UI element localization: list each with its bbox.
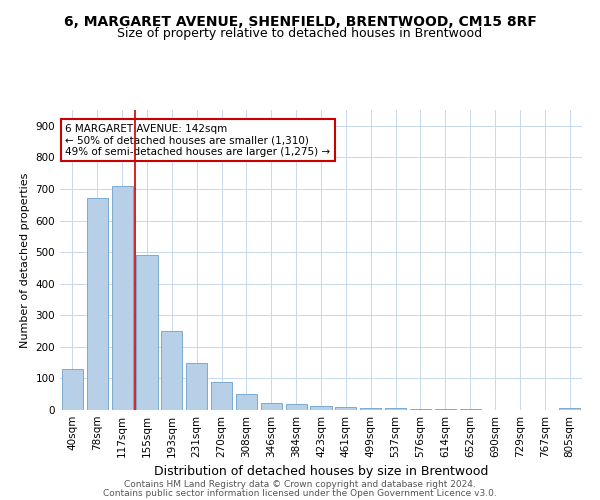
Bar xyxy=(211,382,232,410)
Bar xyxy=(410,408,431,410)
Bar xyxy=(186,364,207,410)
Bar xyxy=(112,186,133,410)
Text: 6, MARGARET AVENUE, SHENFIELD, BRENTWOOD, CM15 8RF: 6, MARGARET AVENUE, SHENFIELD, BRENTWOOD… xyxy=(64,15,536,29)
Bar xyxy=(161,331,182,410)
Bar xyxy=(261,403,282,410)
Y-axis label: Number of detached properties: Number of detached properties xyxy=(20,172,30,348)
Bar xyxy=(335,407,356,410)
Bar xyxy=(360,408,381,410)
Bar xyxy=(385,408,406,410)
Bar xyxy=(236,394,257,410)
Bar xyxy=(136,256,158,410)
Bar xyxy=(87,198,108,410)
Text: Contains HM Land Registry data © Crown copyright and database right 2024.: Contains HM Land Registry data © Crown c… xyxy=(124,480,476,489)
Bar xyxy=(286,404,307,410)
Bar xyxy=(559,408,580,410)
Bar xyxy=(62,369,83,410)
Text: Size of property relative to detached houses in Brentwood: Size of property relative to detached ho… xyxy=(118,28,482,40)
Text: Contains public sector information licensed under the Open Government Licence v3: Contains public sector information licen… xyxy=(103,488,497,498)
Bar xyxy=(435,409,456,410)
Bar xyxy=(310,406,332,410)
Text: 6 MARGARET AVENUE: 142sqm
← 50% of detached houses are smaller (1,310)
49% of se: 6 MARGARET AVENUE: 142sqm ← 50% of detac… xyxy=(65,124,331,156)
X-axis label: Distribution of detached houses by size in Brentwood: Distribution of detached houses by size … xyxy=(154,466,488,478)
